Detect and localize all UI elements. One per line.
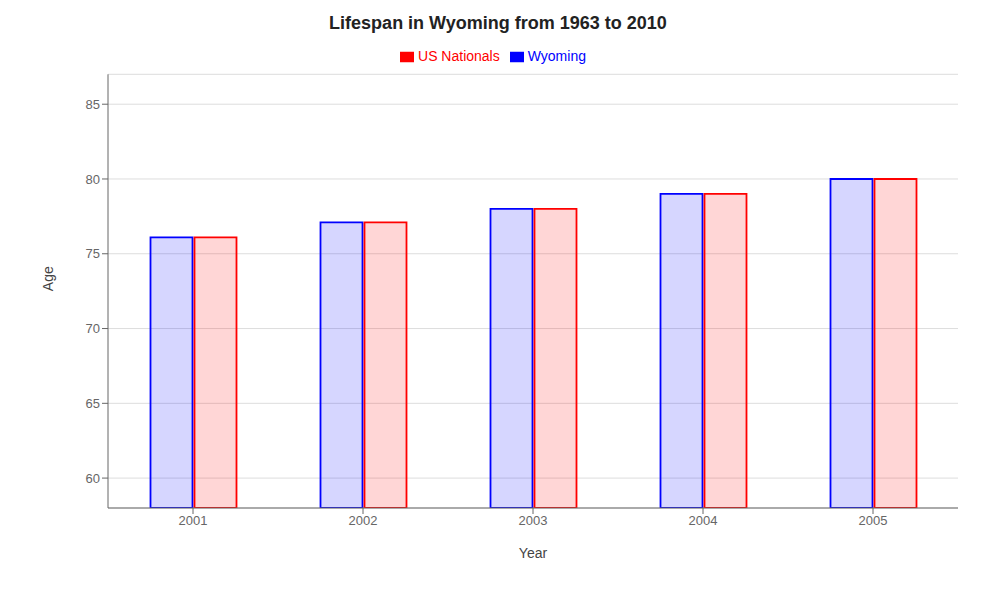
svg-text:65: 65	[86, 396, 100, 411]
svg-text:2005: 2005	[859, 513, 888, 528]
svg-text:85: 85	[86, 97, 100, 112]
svg-text:70: 70	[86, 321, 100, 336]
svg-text:2001: 2001	[179, 513, 208, 528]
svg-text:2004: 2004	[689, 513, 718, 528]
html-text:Wyoming: Wyoming	[527, 48, 586, 64]
svg-text:75: 75	[86, 246, 100, 261]
html-text:Lifespan in Wyoming from 1963: Lifespan in Wyoming from 1963 to 2010	[329, 13, 667, 33]
svg-text:2003: 2003	[519, 513, 548, 528]
svg-text:Year: Year	[519, 545, 548, 561]
svg-text:60: 60	[86, 471, 100, 486]
svg-text:2002: 2002	[349, 513, 378, 528]
svg-text:80: 80	[86, 172, 100, 187]
html-text:US Nationals: US Nationals	[418, 48, 500, 64]
svg-text:Age: Age	[40, 266, 56, 291]
